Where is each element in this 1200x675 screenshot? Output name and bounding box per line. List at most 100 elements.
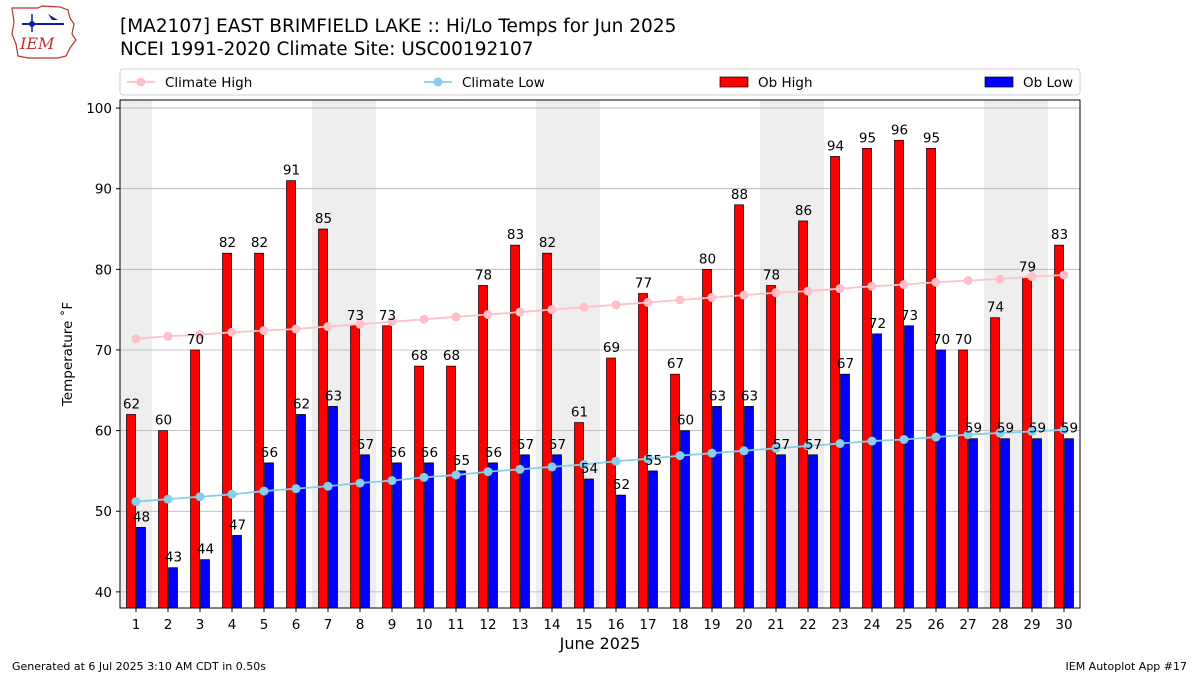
data-label-high: 88 (731, 187, 748, 203)
bar-ob-low (840, 373, 850, 609)
data-label-low: 63 (741, 388, 758, 404)
data-label-high: 62 (123, 396, 140, 412)
x-tick-label: 3 (196, 617, 205, 633)
x-tick-label: 4 (228, 617, 237, 633)
climate-high-point (579, 302, 589, 312)
climate-lines (131, 270, 1069, 507)
data-label-high: 95 (859, 130, 876, 146)
data-label-high: 60 (155, 413, 172, 429)
legend-swatch-bar (984, 76, 1014, 88)
weekend-shade (1016, 100, 1048, 608)
data-label-low: 57 (773, 437, 790, 453)
climate-low-point (963, 430, 973, 440)
bar-ob-high (286, 180, 296, 609)
climate-low-point (547, 462, 557, 472)
x-tick-label: 25 (895, 617, 912, 633)
bar-ob-low (200, 559, 210, 609)
x-tick-label: 29 (1023, 617, 1040, 633)
x-tick-label: 2 (164, 617, 173, 633)
climate-low-point (867, 436, 877, 446)
bar-ob-low (744, 406, 754, 609)
climate-low-point (643, 454, 653, 464)
climate-low-point (291, 484, 301, 494)
weekend-shade (792, 100, 824, 608)
bar-ob-low (296, 414, 306, 609)
weekend-shading (120, 100, 1048, 608)
bar-ob-low (808, 454, 818, 609)
bar-ob-low (552, 454, 562, 609)
data-label-low: 56 (261, 445, 278, 461)
weekend-shade (312, 100, 344, 608)
data-label-high: 94 (827, 138, 844, 154)
x-tick-label: 17 (639, 617, 656, 633)
x-tick-label: 26 (927, 617, 944, 633)
climate-high-point (227, 327, 237, 337)
x-tick-label: 24 (863, 617, 880, 633)
climate-high-point (867, 281, 877, 291)
x-tick-label: 30 (1055, 617, 1072, 633)
data-label-low: 63 (325, 388, 342, 404)
data-label-low: 70 (933, 332, 950, 348)
data-label-high: 70 (187, 332, 204, 348)
bar-ob-high (1022, 277, 1032, 609)
data-label-low: 47 (229, 517, 246, 533)
bar-ob-low (1064, 438, 1074, 609)
climate-high-point (739, 290, 749, 300)
x-tick-label: 18 (671, 617, 688, 633)
chart-title: [MA2107] EAST BRIMFIELD LAKE :: Hi/Lo Te… (120, 16, 677, 37)
bar-ob-high (254, 252, 264, 609)
iem-logo: IEM (11, 5, 77, 59)
bar-ob-high (798, 220, 808, 609)
bar-ob-low (456, 470, 466, 609)
climate-high-point (899, 280, 909, 290)
bar-ob-low (616, 494, 626, 609)
bar-ob-low (328, 406, 338, 609)
data-label-low: 52 (613, 477, 630, 493)
data-label-high: 83 (1051, 227, 1068, 243)
data-label-high: 96 (891, 122, 908, 138)
data-label-low: 57 (549, 437, 566, 453)
climate-low-point (1027, 426, 1037, 436)
climate-high-point (771, 288, 781, 298)
legend-label: Ob Low (1023, 75, 1073, 91)
data-label-high: 68 (411, 348, 428, 364)
climate-low-point (771, 443, 781, 453)
bar-ob-high (958, 349, 968, 609)
bar-ob-high (350, 325, 360, 609)
bar-ob-high (318, 228, 328, 609)
y-tick-label: 100 (86, 101, 112, 117)
bar-ob-low (648, 470, 658, 609)
climate-low-point (1059, 425, 1069, 435)
x-tick-label: 16 (607, 617, 624, 633)
bar-ob-high (574, 422, 584, 609)
weekend-shade (120, 100, 152, 608)
data-label-low: 54 (581, 461, 598, 477)
x-tick-label: 9 (388, 617, 397, 633)
data-label-high: 73 (379, 308, 396, 324)
climate-high-point (419, 314, 429, 324)
climate-high-point (323, 322, 333, 332)
bar-ob-low (360, 454, 370, 609)
climate-low-point (419, 472, 429, 482)
data-label-low: 43 (165, 550, 182, 566)
bar-ob-low (488, 462, 498, 609)
climate-high-point (131, 334, 141, 344)
x-tick-label: 11 (447, 617, 464, 633)
bar-ob-low (584, 478, 594, 609)
bar-ob-low (424, 462, 434, 609)
bar-ob-high (670, 373, 680, 609)
climate-high-point (835, 284, 845, 294)
climate-high-point (355, 319, 365, 329)
data-label-high: 86 (795, 203, 812, 219)
bar-ob-high (734, 204, 744, 609)
climate-high-point (803, 286, 813, 296)
data-label-high: 82 (539, 235, 556, 251)
data-label-low: 73 (901, 308, 918, 324)
climate-low-point (195, 492, 205, 502)
weekend-shade (984, 100, 1016, 608)
data-label-high: 69 (603, 340, 620, 356)
climate-high-point (931, 277, 941, 287)
y-tick-label: 80 (95, 262, 112, 278)
bar-ob-high (446, 365, 456, 609)
